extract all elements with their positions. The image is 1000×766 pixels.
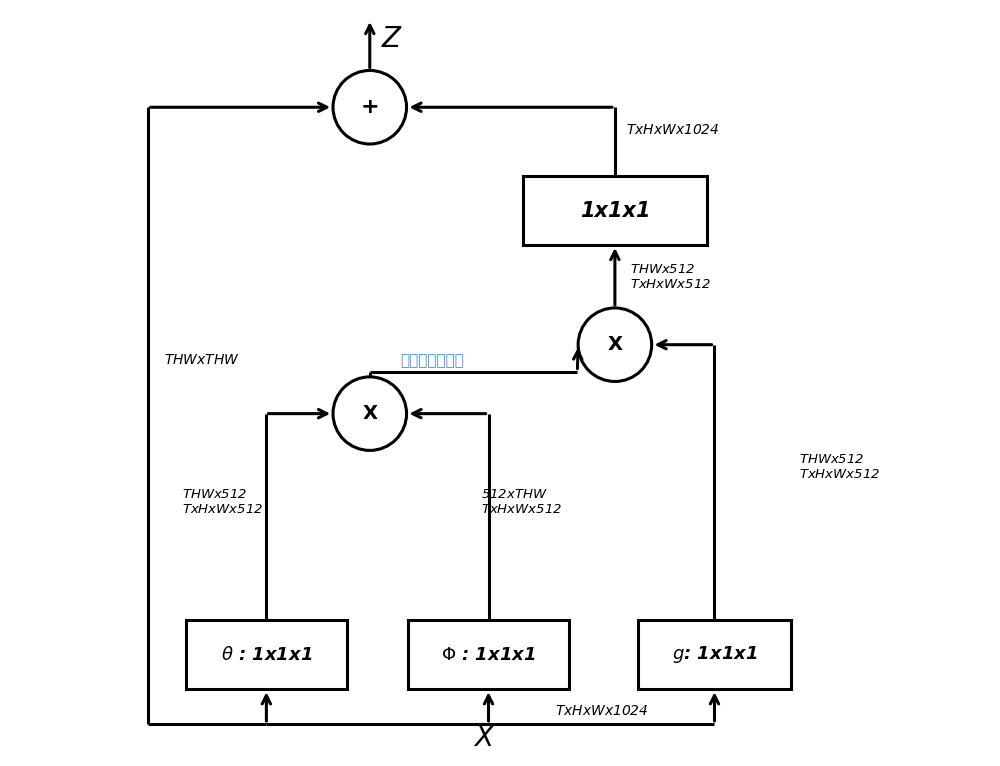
Circle shape xyxy=(578,308,652,381)
Bar xyxy=(638,620,791,689)
Text: $g$: 1x1x1: $g$: 1x1x1 xyxy=(672,644,757,666)
Text: 512x$T$$H$$W$
$T$x$H$x$W$x512: 512x$T$$H$$W$ $T$x$H$x$W$x512 xyxy=(481,488,562,516)
Text: $\theta$ : 1x1x1: $\theta$ : 1x1x1 xyxy=(221,646,312,664)
Text: $T$$H$$W$x512
$T$x$H$x$W$x512: $T$$H$$W$x512 $T$x$H$x$W$x512 xyxy=(182,488,263,516)
Text: +: + xyxy=(360,97,379,117)
Bar xyxy=(408,620,569,689)
Text: $X$: $X$ xyxy=(473,724,496,752)
Text: $\Phi$ : 1x1x1: $\Phi$ : 1x1x1 xyxy=(441,646,536,664)
Bar xyxy=(186,620,347,689)
Text: $T$$H$$W$x512
$T$x$H$x$W$x512: $T$$H$$W$x512 $T$x$H$x$W$x512 xyxy=(630,263,711,290)
Text: X: X xyxy=(607,336,622,354)
Text: X: X xyxy=(362,404,377,423)
Text: 归一化指数函数: 归一化指数函数 xyxy=(400,352,464,368)
Text: $T$x$H$x$W$x1024: $T$x$H$x$W$x1024 xyxy=(626,123,720,137)
Circle shape xyxy=(333,377,407,450)
Text: $T$x$H$x$W$x1024: $T$x$H$x$W$x1024 xyxy=(555,704,648,718)
Bar xyxy=(523,176,707,245)
Text: $T$$H$$W$x$T$$H$$W$: $T$$H$$W$x$T$$H$$W$ xyxy=(164,353,240,367)
Text: $T$$H$$W$x512
$T$x$H$x$W$x512: $T$$H$$W$x512 $T$x$H$x$W$x512 xyxy=(799,453,880,481)
Circle shape xyxy=(333,70,407,144)
Text: 1x1x1: 1x1x1 xyxy=(580,201,650,221)
Text: $Z$: $Z$ xyxy=(381,25,403,53)
